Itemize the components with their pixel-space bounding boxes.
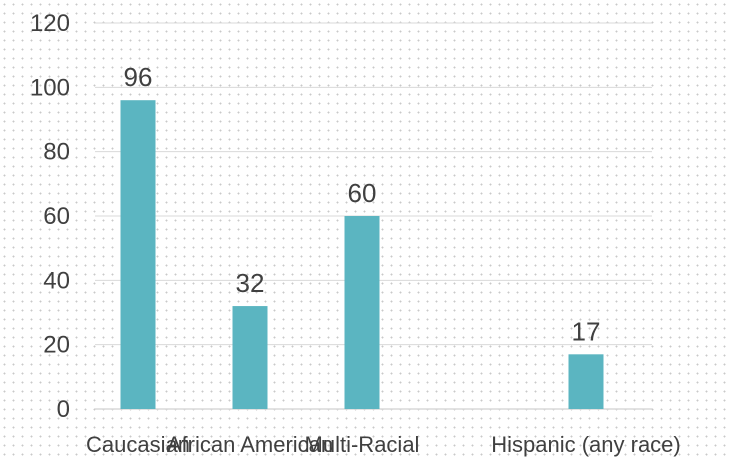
y-tick-label: 40 [43,267,70,294]
data-label: 17 [572,316,601,346]
category-label: Multi-Racial [305,432,420,457]
y-tick-label: 80 [43,139,70,166]
bars [120,100,604,409]
category-label: Hispanic (any race) [491,432,681,457]
y-tick-label: 20 [43,332,70,359]
category-label: African American [167,432,333,457]
data-label: 32 [236,268,265,298]
y-tick-label: 60 [43,203,70,230]
bar [568,354,604,409]
data-label: 96 [124,62,153,92]
bar [120,100,156,409]
bar [344,216,380,409]
bar [232,306,268,409]
data-labels: 96 32 60 17 [124,62,601,346]
category-label: Caucasian [86,432,190,457]
data-label: 60 [348,178,377,208]
y-tick-label: 120 [30,10,70,37]
y-tick-label: 0 [57,396,70,423]
y-axis-ticks: 0 20 40 60 80 100 120 [30,10,70,423]
gridlines [95,22,652,410]
y-tick-label: 100 [30,74,70,101]
